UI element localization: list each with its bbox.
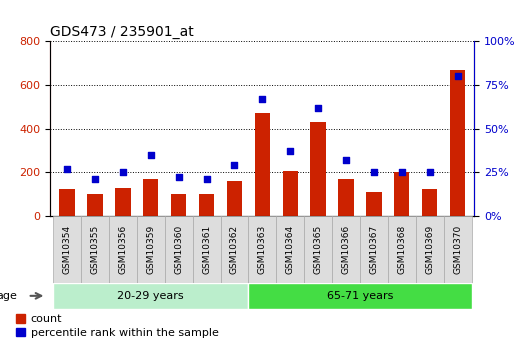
- Bar: [171, 194, 187, 216]
- Text: 65-71 years: 65-71 years: [327, 291, 393, 301]
- Bar: [416, 216, 444, 283]
- Text: GSM10363: GSM10363: [258, 225, 267, 274]
- Text: GSM10355: GSM10355: [91, 225, 100, 274]
- Point: [202, 176, 211, 182]
- Bar: [199, 194, 214, 216]
- Bar: [282, 171, 298, 216]
- Bar: [143, 179, 158, 216]
- Bar: [115, 188, 130, 216]
- Bar: [53, 216, 81, 283]
- Point: [91, 176, 99, 182]
- Bar: [444, 216, 472, 283]
- Bar: [249, 216, 276, 283]
- Bar: [81, 216, 109, 283]
- Text: GSM10369: GSM10369: [425, 225, 434, 274]
- Text: GSM10356: GSM10356: [118, 225, 127, 274]
- Point: [286, 148, 295, 154]
- Text: GSM10359: GSM10359: [146, 225, 155, 274]
- Point: [63, 166, 72, 171]
- Bar: [227, 181, 242, 216]
- Point: [258, 96, 267, 102]
- Point: [426, 169, 434, 175]
- Bar: [53, 283, 249, 309]
- Bar: [332, 216, 360, 283]
- Text: age: age: [0, 291, 17, 301]
- Text: GSM10362: GSM10362: [230, 225, 239, 274]
- Bar: [422, 189, 437, 216]
- Point: [342, 157, 350, 162]
- Text: GSM10354: GSM10354: [63, 225, 72, 274]
- Point: [119, 169, 127, 175]
- Bar: [109, 216, 137, 283]
- Text: GSM10364: GSM10364: [286, 225, 295, 274]
- Bar: [338, 179, 354, 216]
- Bar: [311, 122, 326, 216]
- Bar: [249, 283, 472, 309]
- Point: [146, 152, 155, 157]
- Bar: [276, 216, 304, 283]
- Text: GSM10366: GSM10366: [341, 225, 350, 274]
- Bar: [388, 216, 416, 283]
- Bar: [394, 172, 410, 216]
- Bar: [87, 194, 103, 216]
- Legend: count, percentile rank within the sample: count, percentile rank within the sample: [16, 314, 218, 338]
- Text: GSM10368: GSM10368: [398, 225, 407, 274]
- Text: GSM10370: GSM10370: [453, 225, 462, 274]
- Text: 20-29 years: 20-29 years: [118, 291, 184, 301]
- Text: GSM10365: GSM10365: [314, 225, 323, 274]
- Point: [314, 105, 322, 110]
- Bar: [450, 70, 465, 216]
- Point: [453, 73, 462, 79]
- Bar: [255, 113, 270, 216]
- Text: GDS473 / 235901_at: GDS473 / 235901_at: [50, 25, 194, 39]
- Bar: [137, 216, 165, 283]
- Text: GSM10360: GSM10360: [174, 225, 183, 274]
- Bar: [220, 216, 249, 283]
- Point: [174, 175, 183, 180]
- Text: GSM10367: GSM10367: [369, 225, 378, 274]
- Point: [398, 169, 406, 175]
- Point: [370, 169, 378, 175]
- Bar: [59, 189, 75, 216]
- Bar: [360, 216, 388, 283]
- Bar: [192, 216, 220, 283]
- Point: [230, 162, 239, 168]
- Bar: [304, 216, 332, 283]
- Text: GSM10361: GSM10361: [202, 225, 211, 274]
- Bar: [165, 216, 192, 283]
- Bar: [366, 192, 382, 216]
